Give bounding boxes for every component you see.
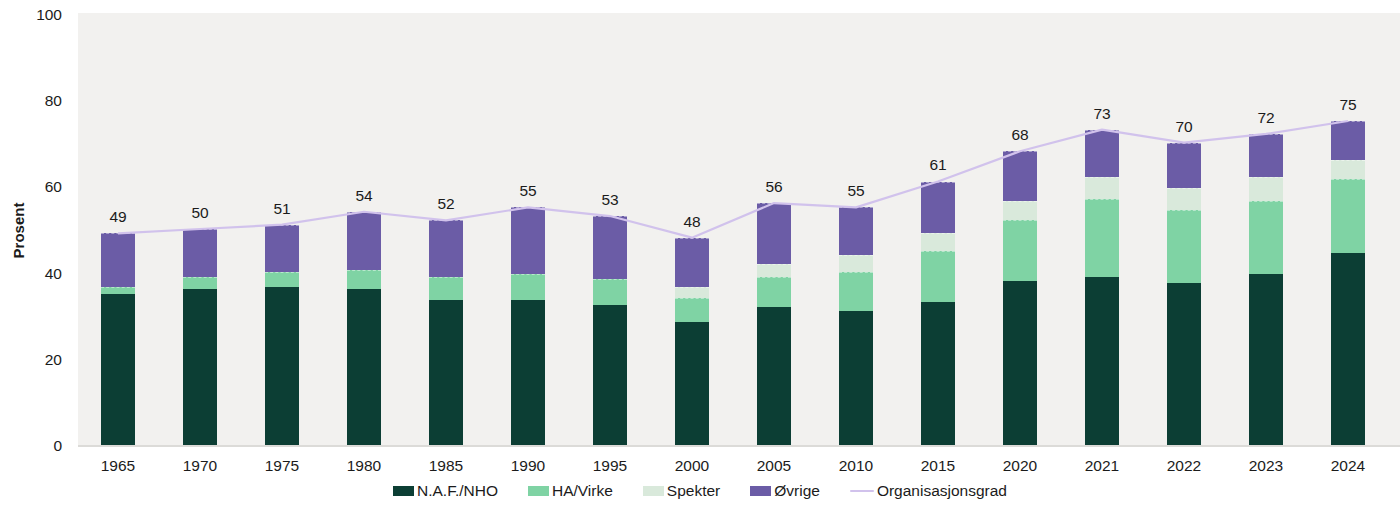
organisasjonsgrad-trend-line [78,13,1400,445]
legend-label: Spekter [667,482,720,500]
y-tick-label: 20 [4,351,62,369]
x-tick-label: 2023 [1231,457,1301,475]
legend-label: Øvrige [774,482,820,500]
x-tick-label: 2020 [985,457,1055,475]
x-tick-label: 1980 [329,457,399,475]
plot-area: 49505154525553485655616873707275 [78,13,1400,447]
x-tick-label: 1990 [493,457,563,475]
x-tick-label: 2022 [1149,457,1219,475]
y-tick-label: 60 [4,178,62,196]
legend-item-spekter: Spekter [643,482,720,500]
x-tick-label: 1985 [411,457,481,475]
x-tick-label: 1970 [165,457,235,475]
x-tick-label: 1965 [83,457,153,475]
x-tick-label: 2021 [1067,457,1137,475]
x-tick-label: 2015 [903,457,973,475]
legend-item-n-a-f-nho: N.A.F./NHO [393,482,498,500]
legend-label: Organisasjonsgrad [877,482,1007,500]
x-tick-label: 2005 [739,457,809,475]
x-tick-label: 1995 [575,457,645,475]
legend-label: HA/Virke [552,482,613,500]
legend-swatch-spekter-icon [643,486,664,496]
legend: N.A.F./NHO HA/Virke Spekter Øvrige Organisas… [0,482,1400,500]
x-tick-label: 2000 [657,457,727,475]
legend-swatch-ha-virke-icon [528,486,549,496]
legend-item-vrige: Øvrige [750,482,820,500]
y-tick-label: 100 [4,6,62,24]
y-tick-label: 0 [4,437,62,455]
x-tick-label: 2010 [821,457,891,475]
legend-item-organisasjonsgrad: Organisasjonsgrad [850,482,1007,500]
legend-swatch-n-a-f-nho-icon [393,486,414,496]
chart: Prosent 020406080100 4950515452555348565… [0,0,1400,515]
legend-item-ha-virke: HA/Virke [528,482,613,500]
x-tick-label: 1975 [247,457,317,475]
y-tick-label: 80 [4,92,62,110]
legend-swatch-vrige-icon [750,486,771,496]
x-tick-label: 2024 [1313,457,1383,475]
legend-label: N.A.F./NHO [417,482,498,500]
legend-swatch-organisasjonsgrad-icon [850,490,874,492]
y-tick-label: 40 [4,265,62,283]
plot-inner: 49505154525553485655616873707275 [78,13,1400,445]
